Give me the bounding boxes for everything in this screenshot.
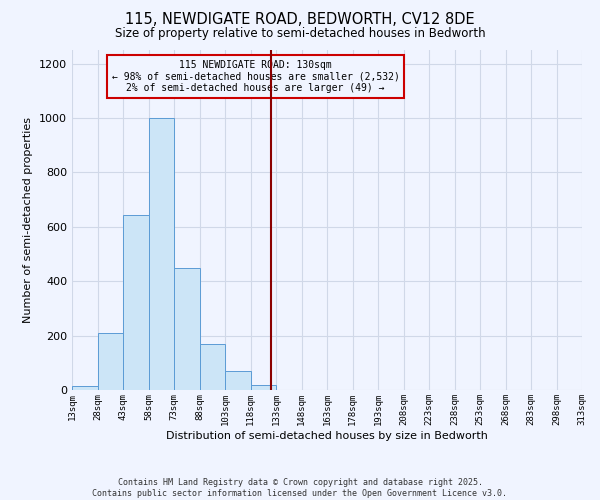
Bar [149,118,174,390]
Bar [174,268,199,390]
Bar [251,384,276,390]
Text: 115 NEWDIGATE ROAD: 130sqm
← 98% of semi-detached houses are smaller (2,532)
2% : 115 NEWDIGATE ROAD: 130sqm ← 98% of semi… [112,60,400,94]
Bar [225,371,251,390]
Bar [97,333,123,390]
Bar [123,214,149,390]
Text: Contains HM Land Registry data © Crown copyright and database right 2025.
Contai: Contains HM Land Registry data © Crown c… [92,478,508,498]
Text: 115, NEWDIGATE ROAD, BEDWORTH, CV12 8DE: 115, NEWDIGATE ROAD, BEDWORTH, CV12 8DE [125,12,475,28]
Y-axis label: Number of semi-detached properties: Number of semi-detached properties [23,117,34,323]
Bar [200,344,225,390]
X-axis label: Distribution of semi-detached houses by size in Bedworth: Distribution of semi-detached houses by … [166,430,488,440]
Bar [72,386,97,390]
Text: Size of property relative to semi-detached houses in Bedworth: Size of property relative to semi-detach… [115,28,485,40]
